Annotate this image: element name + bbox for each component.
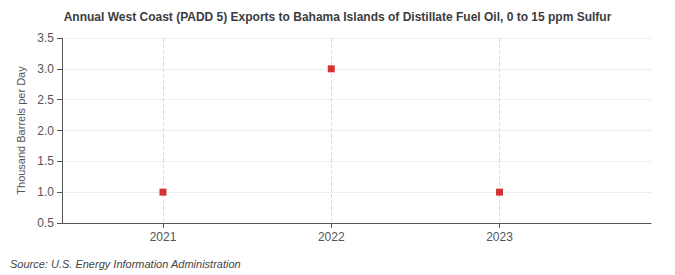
svg-text:2.0: 2.0 <box>37 124 54 138</box>
svg-text:Annual West Coast (PADD 5) Exp: Annual West Coast (PADD 5) Exports to Ba… <box>64 10 612 24</box>
svg-text:Thousand Barrels per Day: Thousand Barrels per Day <box>15 66 27 195</box>
svg-text:1.0: 1.0 <box>37 185 54 199</box>
svg-text:2023: 2023 <box>486 230 513 244</box>
svg-text:2.5: 2.5 <box>37 93 54 107</box>
svg-text:1.5: 1.5 <box>37 154 54 168</box>
svg-text:3.5: 3.5 <box>37 31 54 45</box>
svg-text:2021: 2021 <box>150 230 177 244</box>
svg-text:2022: 2022 <box>318 230 345 244</box>
svg-text:Source: U.S. Energy Informatio: Source: U.S. Energy Information Administ… <box>10 258 241 270</box>
svg-text:0.5: 0.5 <box>37 216 54 230</box>
svg-text:3.0: 3.0 <box>37 62 54 76</box>
